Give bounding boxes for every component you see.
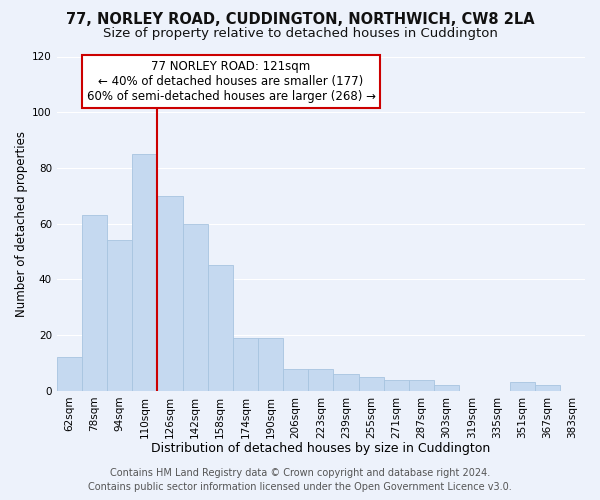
X-axis label: Distribution of detached houses by size in Cuddington: Distribution of detached houses by size … (151, 442, 491, 455)
Text: Size of property relative to detached houses in Cuddington: Size of property relative to detached ho… (103, 28, 497, 40)
Bar (434, 386, 459, 391)
Bar (107, 240, 132, 391)
Bar (409, 380, 434, 391)
Bar (359, 377, 384, 391)
Bar (384, 380, 409, 391)
Bar (308, 368, 334, 391)
Bar (208, 266, 233, 391)
Bar (157, 196, 182, 391)
Bar (182, 224, 208, 391)
Text: 77, NORLEY ROAD, CUDDINGTON, NORTHWICH, CW8 2LA: 77, NORLEY ROAD, CUDDINGTON, NORTHWICH, … (65, 12, 535, 28)
Bar (283, 368, 308, 391)
Text: 77 NORLEY ROAD: 121sqm
← 40% of detached houses are smaller (177)
60% of semi-de: 77 NORLEY ROAD: 121sqm ← 40% of detached… (86, 60, 376, 103)
Bar (233, 338, 258, 391)
Y-axis label: Number of detached properties: Number of detached properties (15, 130, 28, 316)
Bar (57, 358, 82, 391)
Text: Contains HM Land Registry data © Crown copyright and database right 2024.
Contai: Contains HM Land Registry data © Crown c… (88, 468, 512, 492)
Bar (509, 382, 535, 391)
Bar (334, 374, 359, 391)
Bar (535, 386, 560, 391)
Bar (82, 216, 107, 391)
Bar (258, 338, 283, 391)
Bar (132, 154, 157, 391)
